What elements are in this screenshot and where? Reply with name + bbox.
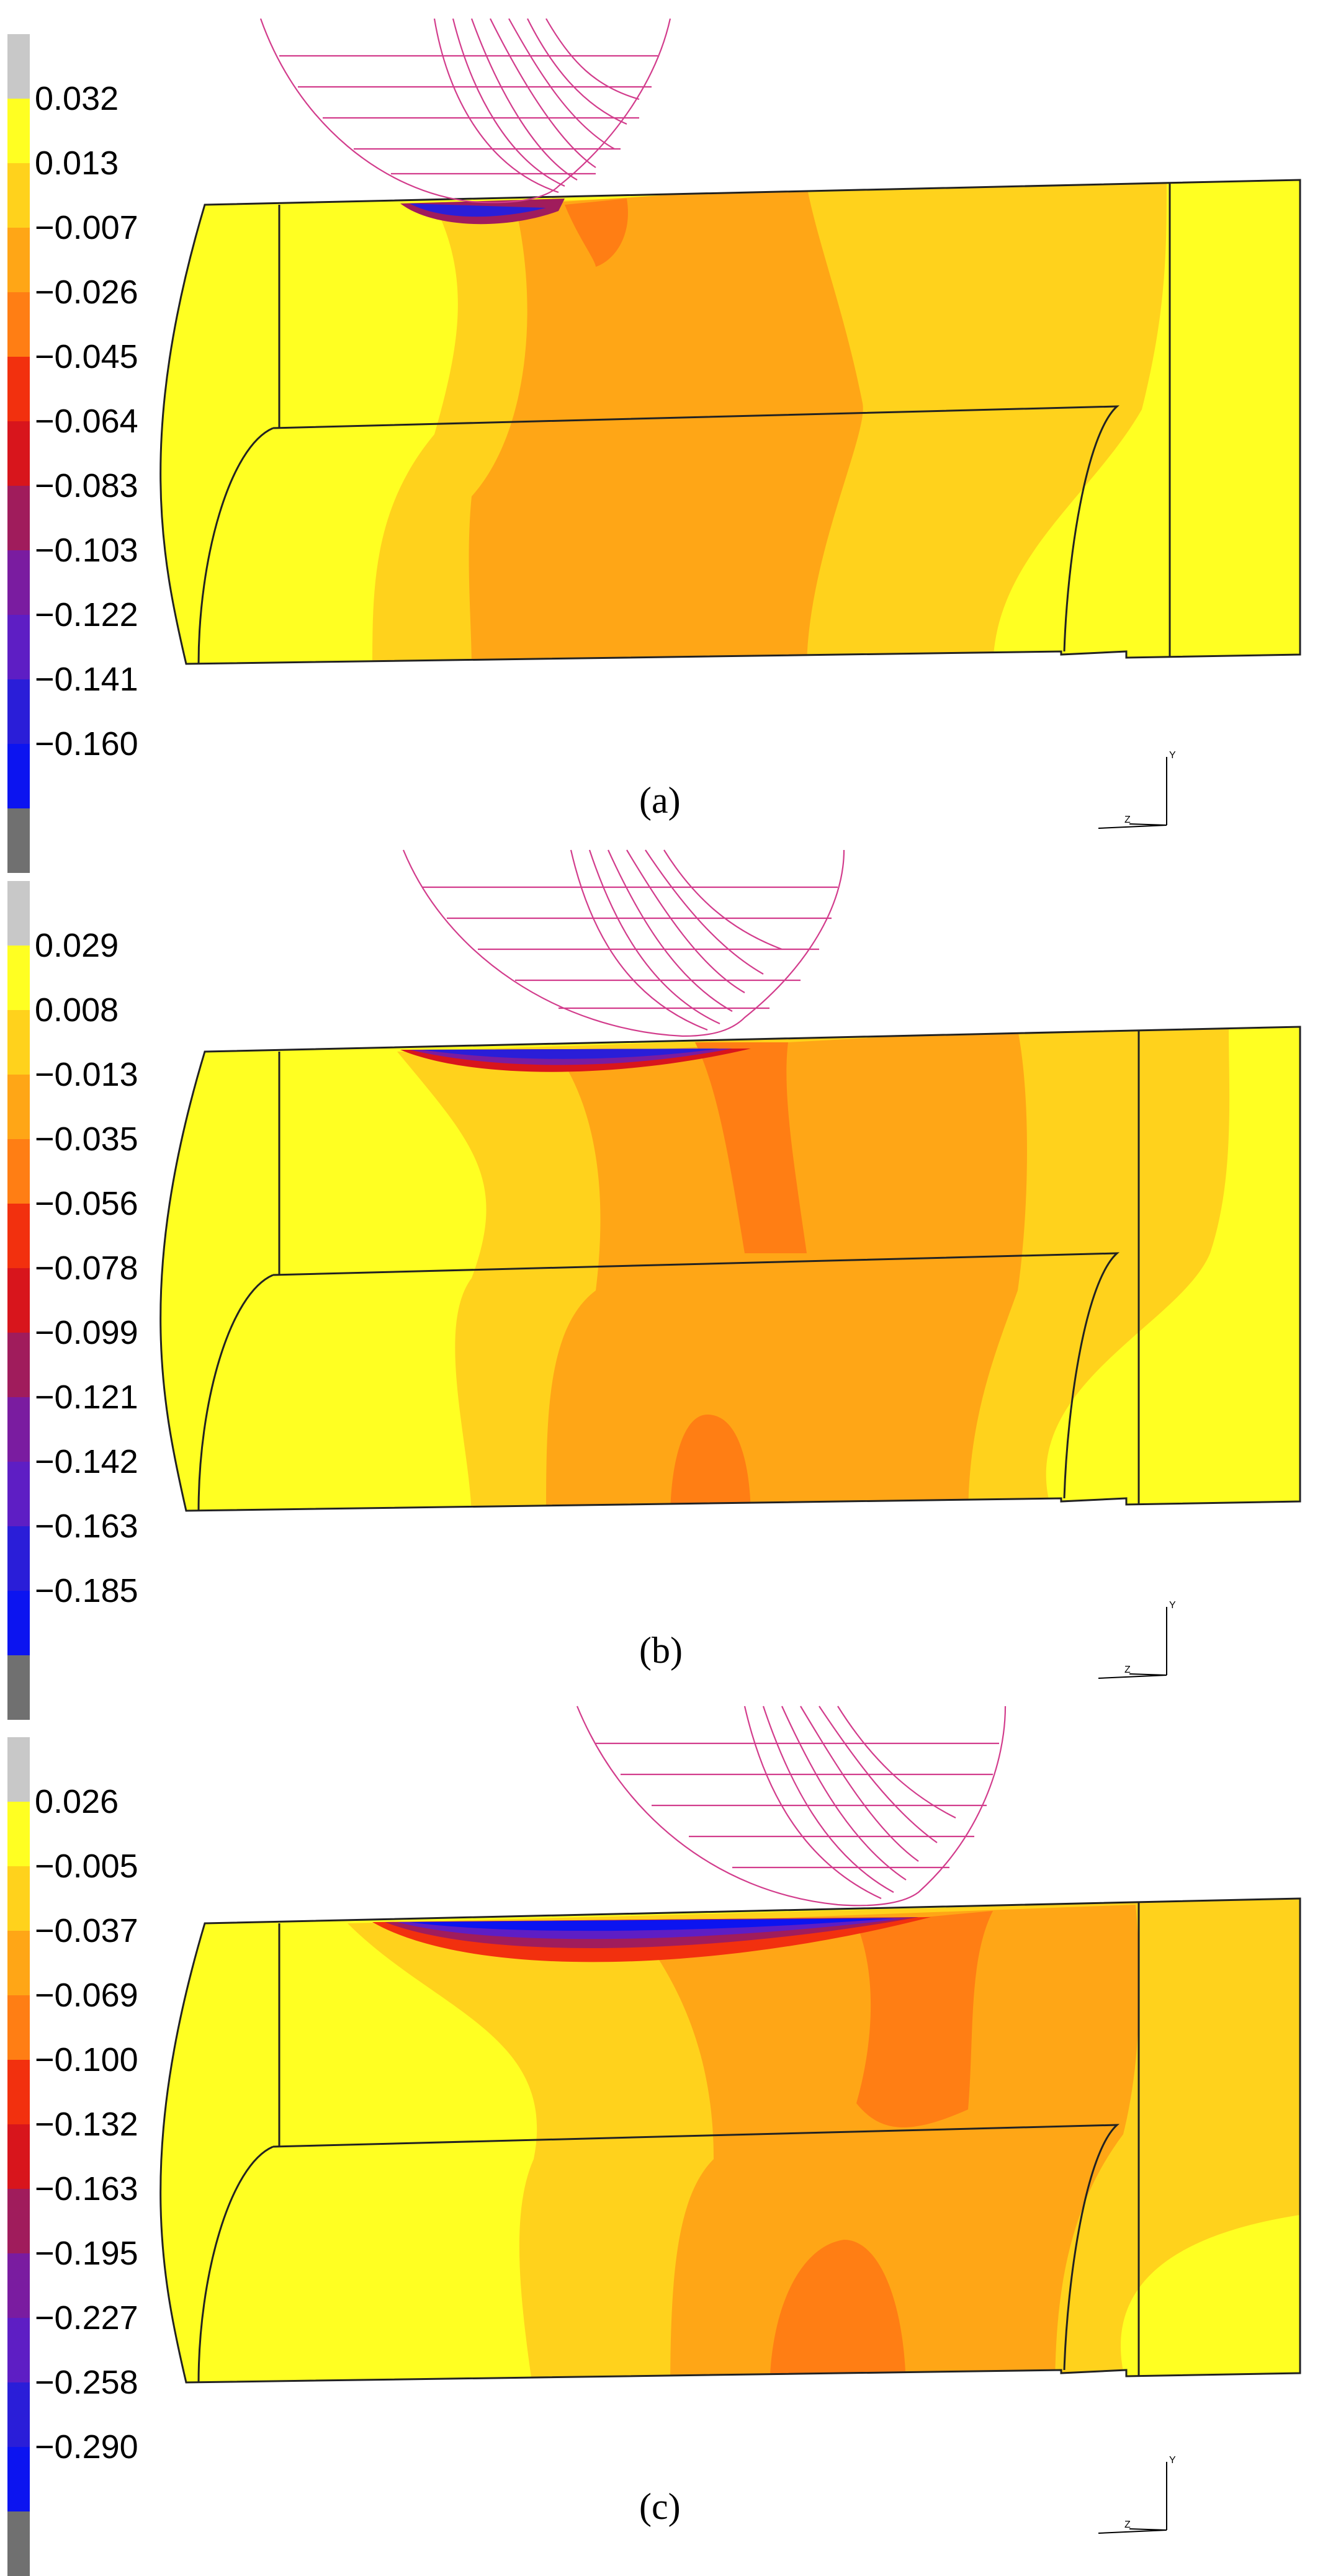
legend-swatch [7, 421, 30, 486]
caption-a: (a) [639, 780, 681, 821]
legend-value: −0.258 [35, 2364, 138, 2401]
legend-swatch [7, 2253, 30, 2318]
caption-b: (b) [639, 1630, 683, 1671]
axis-triad-a: Y Z [1098, 750, 1176, 829]
svg-text:Z: Z [1124, 1665, 1131, 1675]
svg-text:Z: Z [1124, 2520, 1131, 2530]
legend-value: −0.035 [35, 1120, 138, 1158]
roller-wireframe-a [259, 18, 671, 203]
legend-value: −0.142 [35, 1443, 138, 1480]
legend-swatch [7, 1931, 30, 1995]
legend-swatch [7, 292, 30, 357]
legend-swatch [7, 808, 30, 873]
legend-value: 0.029 [35, 927, 119, 964]
legend-value: −0.005 [35, 1848, 138, 1885]
legend-value: −0.163 [35, 1508, 138, 1545]
axis-triad-c: Y Z [1098, 2455, 1176, 2534]
legend-swatch [7, 946, 30, 1010]
legend-swatch [7, 1075, 30, 1139]
caption-c: (c) [639, 2486, 681, 2527]
legend-value: −0.103 [35, 532, 138, 569]
legend-swatch [7, 2060, 30, 2124]
legend-value: −0.045 [35, 338, 138, 375]
legend-swatch [7, 2189, 30, 2253]
legend-value: −0.227 [35, 2299, 138, 2337]
legend-swatch [7, 1737, 30, 1802]
legend-swatch [7, 1397, 30, 1462]
legend-value: −0.078 [35, 1250, 138, 1287]
legend-swatch [7, 1139, 30, 1204]
legend-swatch [7, 2318, 30, 2382]
legend-swatch [7, 881, 30, 946]
legend-value: −0.069 [35, 1977, 138, 2014]
legend-value: −0.160 [35, 725, 138, 763]
legend-value: 0.032 [35, 80, 119, 117]
legend-swatch [7, 2447, 30, 2511]
svg-text:Y: Y [1169, 750, 1176, 761]
legend-value: −0.132 [35, 2106, 138, 2143]
svg-text:Y: Y [1169, 2455, 1176, 2466]
legend-swatch [7, 357, 30, 421]
legend-value: −0.163 [35, 2170, 138, 2207]
legend-value: −0.100 [35, 2041, 138, 2078]
legend-swatch [7, 615, 30, 679]
legend-swatch [7, 679, 30, 744]
legend-swatch [7, 1462, 30, 1526]
panel-a: 0.032 0.013 −0.007 −0.026 −0.045 −0.064 −0.083… [0, 0, 1328, 873]
legend-swatch [7, 163, 30, 228]
legend-swatch [7, 1204, 30, 1268]
legend-swatch [7, 1010, 30, 1075]
legend-value: 0.026 [35, 1783, 119, 1820]
legend-swatch [7, 228, 30, 292]
legend-value: −0.122 [35, 596, 138, 633]
legend-swatch [7, 744, 30, 808]
legend-swatch [7, 1866, 30, 1931]
legend-value: −0.056 [35, 1185, 138, 1222]
legend-swatch [7, 34, 30, 99]
legend-swatch [7, 1995, 30, 2060]
legend-swatch [7, 1268, 30, 1333]
legend-value: −0.026 [35, 274, 138, 311]
svg-text:Z: Z [1124, 815, 1131, 825]
legend-swatch [7, 99, 30, 163]
legend-value: −0.007 [35, 209, 138, 246]
legend-value: −0.185 [35, 1572, 138, 1609]
panel-c: 0.026 −0.005 −0.037 −0.069 −0.100 −0.132 −0.16… [0, 1688, 1328, 2576]
stress-contour-plot-c [159, 1706, 1301, 2384]
legend-swatch [7, 1526, 30, 1591]
roller-wireframe-c [576, 1706, 1007, 1907]
roller-wireframe-b [402, 849, 845, 1037]
legend-swatch [7, 486, 30, 550]
legend-swatch [7, 2511, 30, 2576]
legend-value: 0.008 [35, 991, 119, 1029]
legend-value: −0.064 [35, 403, 138, 440]
legend-value: −0.037 [35, 1912, 138, 1949]
stress-contour-plot-a [159, 18, 1301, 665]
legend-value: −0.083 [35, 467, 138, 504]
legend-swatch [7, 1591, 30, 1655]
legend-value: 0.013 [35, 145, 119, 182]
legend-swatch [7, 1655, 30, 1720]
axis-triad-b: Y Z [1098, 1600, 1176, 1679]
legend-swatch [7, 1802, 30, 1866]
legend-value: −0.121 [35, 1379, 138, 1416]
legend-value: −0.195 [35, 2235, 138, 2272]
legend-value: −0.141 [35, 661, 138, 698]
legend-value: −0.290 [35, 2428, 138, 2466]
legend-value: −0.099 [35, 1314, 138, 1351]
stress-contour-plot-b [159, 849, 1301, 1512]
legend-swatch [7, 2124, 30, 2189]
legend-value: −0.013 [35, 1056, 138, 1093]
svg-text:Y: Y [1169, 1600, 1176, 1611]
legend-swatch [7, 2382, 30, 2447]
legend-swatch [7, 550, 30, 615]
legend-swatch [7, 1333, 30, 1397]
panel-b: 0.029 0.008 −0.013 −0.035 −0.056 −0.078 −0.099… [0, 831, 1328, 1720]
